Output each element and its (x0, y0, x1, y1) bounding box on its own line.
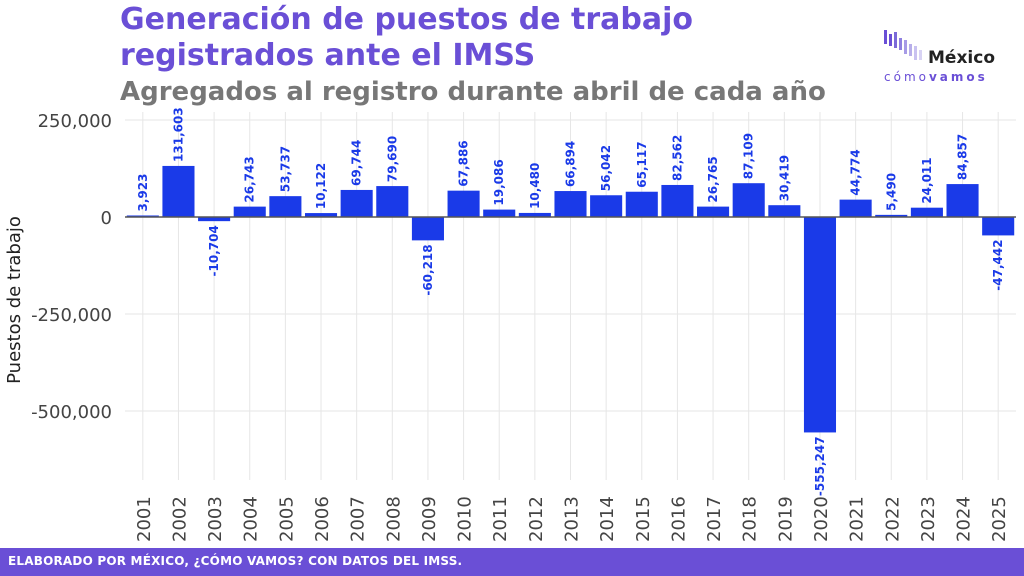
data-label: 56,042 (599, 145, 613, 191)
bar-2024 (946, 184, 979, 217)
data-label: 30,419 (777, 155, 791, 201)
mexico-como-vamos-logo: México cómovamos (884, 28, 1008, 88)
data-label: 84,857 (956, 134, 970, 180)
bar-2004 (233, 206, 266, 217)
y-tick-label: -250,000 (31, 305, 112, 326)
x-tick-label: 2008 (383, 496, 404, 542)
data-label: 53,737 (278, 146, 292, 192)
data-label: 69,744 (350, 140, 364, 186)
x-tick-label: 2017 (704, 496, 725, 542)
x-tick-label: 2019 (775, 496, 796, 542)
y-axis-label: Puestos de trabajo (4, 216, 25, 384)
bar-2020 (803, 217, 837, 433)
logo-text-como-vamos: cómovamos (884, 70, 988, 84)
data-label: -10,704 (207, 225, 221, 276)
x-tick-label: 2001 (134, 496, 155, 542)
x-tick-label: 2010 (455, 496, 476, 542)
bar-2023 (910, 207, 943, 217)
x-tick-label: 2021 (847, 496, 868, 542)
data-label: -47,442 (991, 239, 1005, 290)
data-label: 26,743 (243, 156, 257, 202)
y-tick-label: 250,000 (38, 111, 112, 132)
bar-2016 (661, 184, 694, 217)
bar-2017 (697, 206, 730, 217)
data-labels: 3,923 131,603 -10,704 26,743 53,737 10,122 69,… (136, 107, 1005, 496)
bar-2012 (518, 212, 551, 217)
x-tick-label: 2009 (419, 496, 440, 542)
chart-title: Generación de puestos de trabajo registr… (120, 2, 694, 73)
x-tick-label: 2002 (169, 496, 190, 542)
data-label: -60,218 (421, 244, 435, 295)
bar-2003 (198, 217, 231, 222)
logo-text-mexico: México (928, 48, 995, 68)
footer-source-text: ELABORADO POR MÉXICO, ¿CÓMO VAMOS? CON D… (8, 554, 463, 568)
x-tick-label: 2012 (526, 496, 547, 542)
x-tick-label: 2016 (668, 496, 689, 542)
logo-bars-icon (884, 30, 922, 60)
data-label: 24,011 (920, 157, 934, 203)
bar-2015 (625, 191, 658, 217)
grid-lines (125, 112, 1016, 480)
chart-subtitle: Agregados al registro durante abril de c… (120, 77, 826, 107)
x-tick-label: 2022 (882, 496, 903, 542)
bar-2019 (768, 205, 801, 217)
bar-2011 (483, 209, 516, 217)
bar-2010 (447, 190, 480, 217)
data-label: 44,774 (849, 149, 863, 195)
footer-bar: ELABORADO POR MÉXICO, ¿CÓMO VAMOS? CON D… (0, 548, 1024, 576)
y-tick-label: -500,000 (31, 402, 112, 423)
data-label: 5,490 (884, 173, 898, 211)
data-label: 10,480 (528, 163, 542, 209)
x-axis: 2001 2002 2003 2004 2005 2006 2007 2008 2009 2010… (134, 496, 1010, 542)
x-tick-label: 2004 (241, 496, 262, 542)
bars (125, 165, 1016, 433)
data-label: 67,886 (457, 140, 471, 186)
x-tick-label: 2020 (811, 496, 832, 542)
x-tick-label: 2006 (312, 496, 333, 542)
x-tick-label: 2015 (633, 496, 654, 542)
logo-text-vamos: vamos (928, 70, 988, 84)
x-tick-label: 2018 (740, 496, 761, 542)
data-label: 66,894 (564, 141, 578, 187)
x-tick-label: 2024 (954, 496, 975, 542)
data-label: 19,086 (492, 159, 506, 205)
bar-2002 (162, 165, 195, 217)
y-tick-label: 0 (101, 208, 112, 229)
x-tick-label: 2014 (597, 496, 618, 542)
bar-2022 (875, 214, 908, 217)
bar-2014 (590, 195, 623, 217)
x-tick-label: 2005 (276, 496, 297, 542)
bar-chart: 3,923 131,603 -10,704 26,743 53,737 10,122 69,… (4, 107, 1016, 542)
bar-2018 (732, 183, 765, 217)
data-label: -555,247 (813, 436, 827, 496)
x-tick-label: 2003 (205, 496, 226, 542)
x-tick-label: 2011 (490, 496, 511, 542)
bar-2025 (982, 217, 1015, 236)
data-label: 131,603 (171, 107, 185, 162)
x-tick-label: 2025 (989, 496, 1010, 542)
x-tick-label: 2013 (562, 496, 583, 542)
data-label: 79,690 (385, 136, 399, 182)
data-label: 26,765 (706, 156, 720, 202)
x-tick-label: 2007 (348, 496, 369, 542)
x-tick-label: 2023 (918, 496, 939, 542)
bar-2006 (304, 213, 338, 217)
data-label: 3,923 (136, 174, 150, 212)
data-label: 65,117 (635, 141, 649, 187)
bar-2009 (411, 217, 444, 241)
data-label: 10,122 (314, 163, 328, 209)
y-axis: 250,000 0 -250,000 -500,000 (31, 111, 112, 423)
bar-2007 (340, 189, 373, 217)
logo-text-como: cómo (884, 70, 929, 84)
bar-2001 (126, 215, 159, 217)
bar-2005 (269, 196, 302, 217)
data-label: 82,562 (670, 135, 684, 181)
bar-2008 (376, 186, 409, 217)
bar-2013 (554, 191, 587, 217)
data-label: 87,109 (742, 133, 756, 179)
bar-2021 (839, 199, 872, 217)
